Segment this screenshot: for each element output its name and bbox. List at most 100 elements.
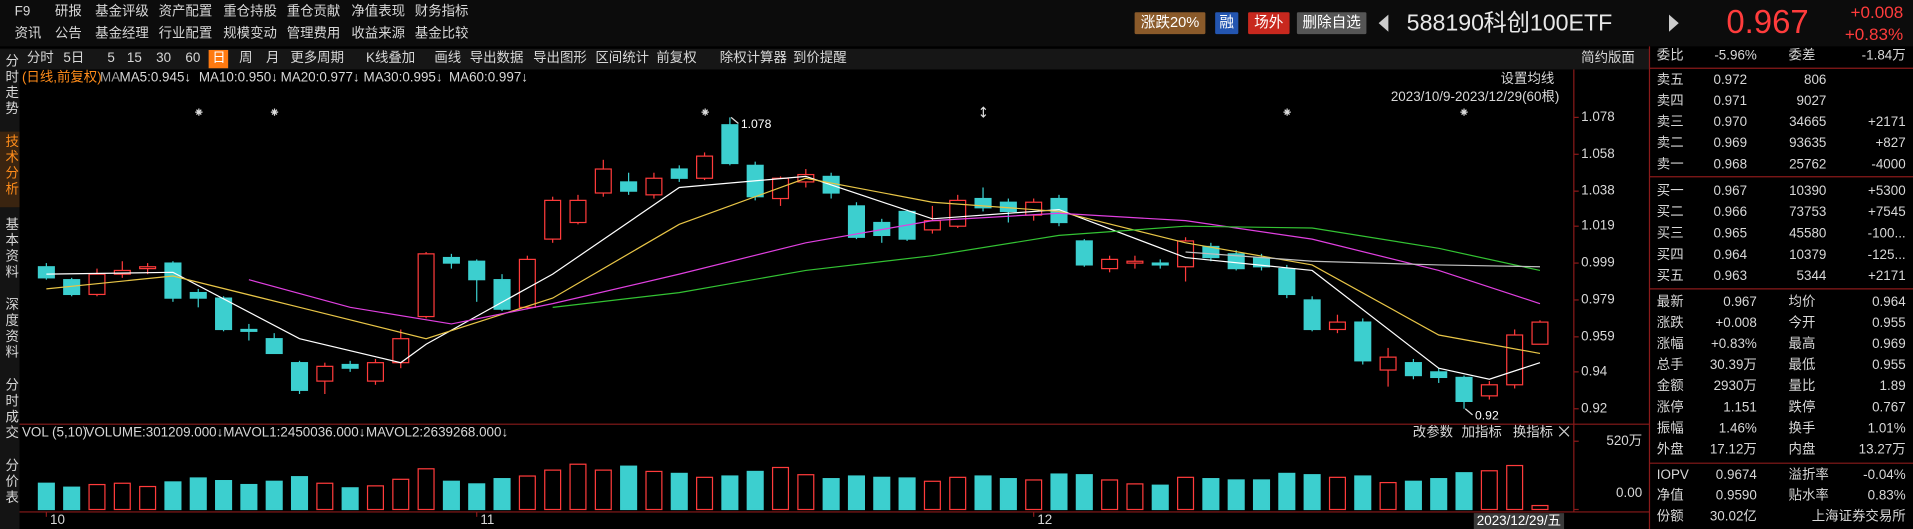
event-marker[interactable] [1283, 108, 1291, 116]
toolbar-item[interactable]: 5日 [63, 50, 84, 65]
menu-item[interactable]: 资讯 [15, 26, 42, 41]
header-button-label[interactable]: 删除自选 [1302, 14, 1361, 31]
toolbar-item[interactable]: 画线 [434, 50, 461, 65]
quote-cell: 30.02亿 [1710, 508, 1757, 523]
side-tab[interactable]: 分时成交 [3, 378, 19, 442]
indicator-button[interactable]: 加指标 [1462, 424, 1502, 439]
annotation-pointer [1464, 408, 1473, 416]
y-tick-label: 1.078 [1581, 109, 1615, 124]
event-marker[interactable] [701, 108, 709, 116]
menu-item[interactable]: 重仓贡献 [287, 4, 341, 19]
toolbar-item[interactable]: 区间统计 [595, 50, 649, 65]
menu-item[interactable]: 研报 [55, 4, 82, 19]
candle-body [847, 205, 865, 238]
menu-item[interactable]: 重仓持股 [223, 4, 277, 19]
toolbar-active[interactable] [208, 49, 229, 69]
toolbar-item[interactable]: 周 [239, 50, 252, 65]
toolbar-item[interactable]: 月 [266, 50, 279, 65]
ma-legend: MA60:0.997↓ [449, 70, 528, 85]
quote-cell: 量比 [1789, 378, 1816, 393]
toolbar-item[interactable]: 日 [212, 50, 225, 65]
next-arrow[interactable] [1668, 14, 1679, 32]
candle-body [1227, 253, 1245, 270]
security-name: 科创100ETF [1484, 10, 1613, 36]
candle-body [696, 155, 714, 179]
quote-cell: 买四 [1657, 247, 1684, 262]
toolbar-bg [0, 48, 1650, 70]
y-tick-label: 0.959 [1581, 328, 1615, 343]
annotation-label: 0.92 [1475, 408, 1499, 422]
volume-bar [974, 475, 992, 511]
side-tab-active[interactable] [0, 131, 20, 208]
x-tick-label: 11 [480, 512, 494, 527]
settings-button[interactable]: 设置均线 [1501, 71, 1555, 86]
menu-item[interactable]: 净值表现 [351, 4, 405, 19]
header-button-label[interactable]: 融 [1219, 14, 1234, 31]
header-button-label[interactable]: 场外 [1254, 14, 1284, 31]
security-code: 588190 [1407, 10, 1484, 36]
ma-legend: MA30:0.995↓ [364, 70, 443, 85]
menu-item[interactable]: 基金评级 [95, 3, 149, 19]
volume-bar [1506, 464, 1524, 511]
side-tab[interactable]: 技术分析 [3, 134, 19, 198]
volume-bar [696, 476, 714, 511]
quote-cell: 0.967 [1723, 294, 1757, 309]
menu-item[interactable]: 公告 [55, 26, 82, 41]
header-button[interactable] [1134, 12, 1206, 35]
menu-item[interactable]: 基金比较 [415, 25, 469, 41]
side-tab[interactable]: 深度资料 [3, 297, 19, 361]
volume-bar [442, 480, 460, 511]
candle-body [1480, 384, 1498, 397]
volume-bar [544, 469, 562, 511]
quote-cell: +5300 [1868, 183, 1906, 198]
toolbar-item[interactable]: 除权计算器 [720, 49, 788, 65]
header-button[interactable] [1296, 12, 1367, 35]
event-marker[interactable] [270, 108, 279, 116]
event-marker[interactable] [195, 108, 203, 116]
indicator-button[interactable]: 换指标 [1513, 424, 1553, 439]
menu-item[interactable]: 收益来源 [351, 26, 405, 41]
toolbar-item[interactable]: 到价提醒 [793, 50, 847, 65]
toolbar-right[interactable]: 简约版面 [1581, 49, 1635, 65]
side-tab[interactable]: 分价表 [3, 458, 19, 506]
toolbar-item[interactable]: K线叠加 [366, 50, 415, 65]
quote-cell: 最低 [1789, 357, 1816, 372]
toolbar-item[interactable]: 30 [156, 50, 171, 65]
candle-body [1354, 321, 1372, 362]
toolbar-item[interactable]: 5 [107, 50, 114, 65]
quote-cell: 均价 [1789, 294, 1816, 309]
menu-item[interactable]: 规模变动 [223, 26, 277, 41]
volume-bar [290, 476, 309, 511]
ma-line [46, 175, 1541, 380]
volume-bar [37, 482, 55, 511]
menu-item[interactable]: 财务指标 [415, 4, 469, 19]
prev-arrow[interactable] [1378, 14, 1389, 32]
close-button[interactable] [1558, 426, 1570, 437]
header-button-label[interactable]: 涨跌20% [1141, 14, 1200, 31]
toolbar-item[interactable]: 导出数据 [470, 50, 524, 65]
toolbar-item[interactable]: 前复权 [656, 49, 696, 65]
quote-cell: 45580 [1789, 226, 1826, 241]
menu-item[interactable]: 资产配置 [159, 4, 213, 19]
toolbar-item[interactable]: 更多周期 [290, 49, 344, 65]
candle-body [215, 297, 233, 331]
header-button[interactable] [1248, 12, 1290, 35]
toolbar-item[interactable]: 60 [185, 50, 200, 65]
toolbar-item[interactable]: 15 [127, 50, 142, 65]
event-marker[interactable] [980, 106, 987, 118]
toolbar-item[interactable]: 分时 [27, 50, 54, 65]
quote-cell: -0.04% [1863, 467, 1906, 482]
indicator-button[interactable]: 改参数 [1413, 423, 1454, 439]
menu-item[interactable]: 基金经理 [95, 25, 149, 41]
candle-body [240, 328, 258, 332]
header-button[interactable] [1215, 12, 1239, 35]
quote-cell: 0.9590 [1716, 488, 1757, 503]
toolbar-item[interactable]: 导出图形 [533, 50, 587, 65]
event-marker[interactable] [1460, 108, 1468, 116]
side-tab[interactable]: 分时走势 [3, 53, 19, 117]
menu-item[interactable]: F9 [15, 4, 31, 19]
menu-item[interactable]: 管理费用 [287, 26, 341, 41]
side-tab[interactable]: 基本资料 [3, 216, 19, 281]
menu-item[interactable]: 行业配置 [159, 26, 213, 41]
y-tick-label: 1.058 [1581, 146, 1615, 161]
